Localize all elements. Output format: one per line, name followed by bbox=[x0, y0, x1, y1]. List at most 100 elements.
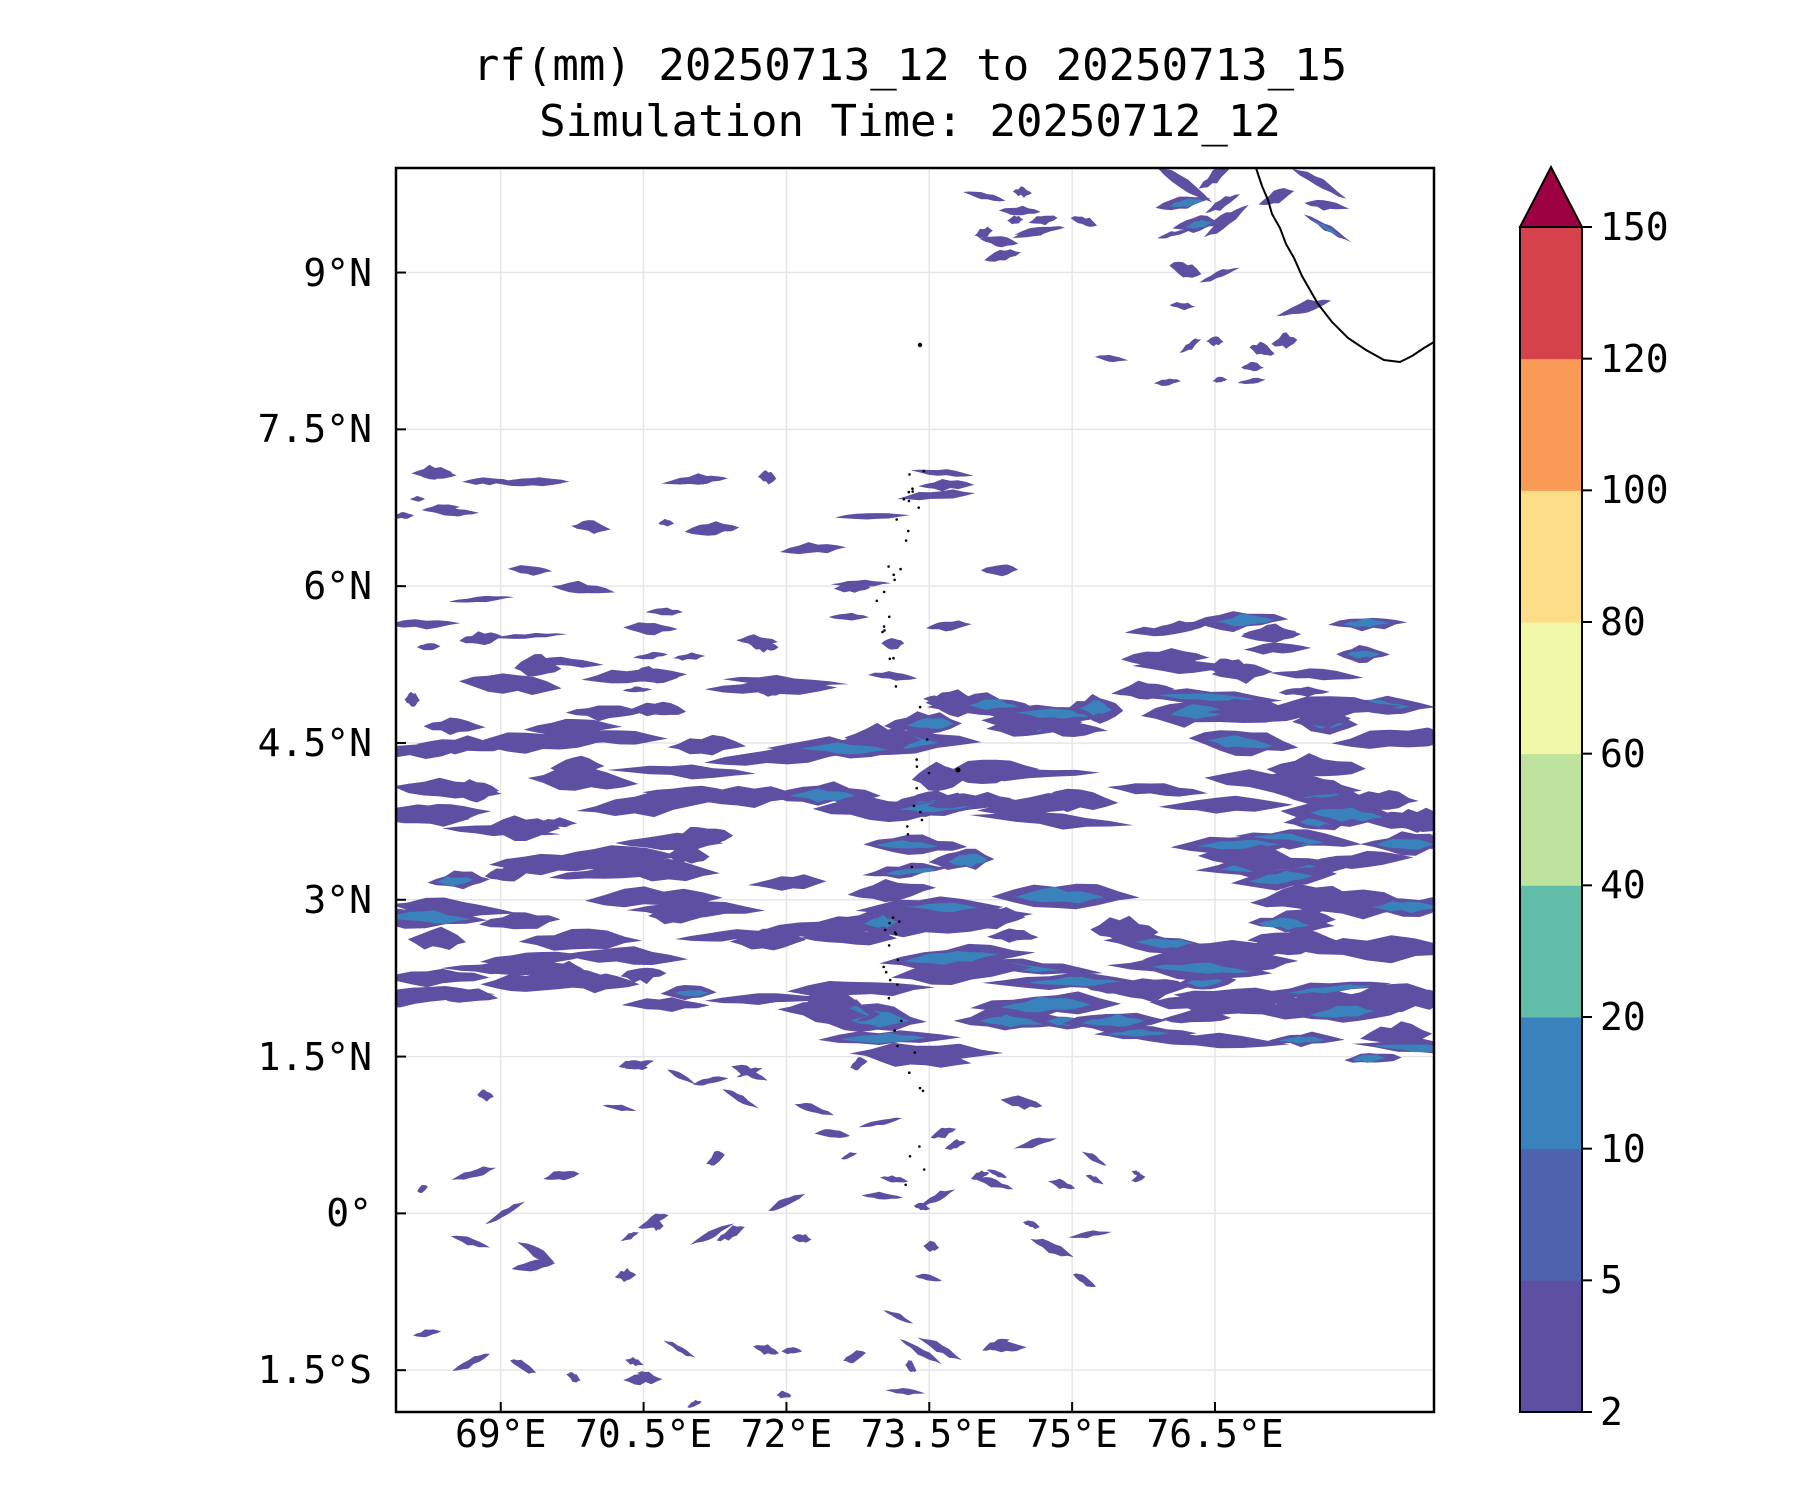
rain-cell bbox=[1304, 199, 1350, 211]
island-dot bbox=[898, 920, 901, 923]
island-dot bbox=[915, 765, 919, 768]
rain-cell bbox=[1258, 917, 1310, 931]
rain-cell bbox=[1199, 267, 1240, 283]
island-dot bbox=[896, 1044, 899, 1048]
rain-cell bbox=[1079, 700, 1112, 716]
rain-cell bbox=[667, 1069, 696, 1085]
rain-cell bbox=[930, 1127, 957, 1139]
rain-cell bbox=[536, 817, 578, 828]
island-dot bbox=[913, 1051, 917, 1054]
rain-cell bbox=[1107, 978, 1190, 1003]
rain-cell bbox=[448, 595, 515, 603]
rain-cell bbox=[667, 734, 747, 756]
island-dot bbox=[883, 629, 886, 632]
y-tick-label: 9°N bbox=[303, 250, 372, 295]
island-dot bbox=[893, 1029, 896, 1032]
island-dot bbox=[915, 786, 918, 790]
rain-cell bbox=[914, 1273, 942, 1282]
rain-cell bbox=[1081, 1151, 1107, 1166]
rain-cell bbox=[451, 1166, 497, 1180]
rain-cell bbox=[1241, 623, 1302, 643]
rain-cell bbox=[407, 926, 467, 950]
island-dot bbox=[922, 469, 926, 473]
rain-cell bbox=[493, 632, 568, 639]
rain-cell bbox=[624, 1357, 644, 1367]
y-tick-label: 7.5°N bbox=[257, 407, 372, 452]
rain-cell bbox=[607, 764, 756, 780]
rain-cell bbox=[768, 1194, 805, 1211]
rain-cell bbox=[1204, 769, 1362, 800]
rain-cell bbox=[614, 1268, 637, 1282]
rain-cell bbox=[684, 521, 740, 536]
rain-cell bbox=[786, 981, 935, 997]
y-tick-label: 1.5°N bbox=[257, 1034, 372, 1079]
rain-cell bbox=[1250, 884, 1366, 914]
rain-cell bbox=[794, 1102, 834, 1116]
rain-cell bbox=[396, 512, 414, 519]
island-dot bbox=[904, 1183, 907, 1187]
rain-cell bbox=[1016, 708, 1100, 719]
rain-cell bbox=[883, 1310, 914, 1324]
rain-cell bbox=[581, 668, 688, 684]
colorbar-segment bbox=[1520, 885, 1582, 1018]
rain-cell bbox=[642, 785, 746, 800]
rain-cell bbox=[396, 968, 490, 988]
island-dot bbox=[888, 978, 892, 982]
colorbar-tick-label: 5 bbox=[1600, 1258, 1623, 1303]
rain-cell bbox=[1283, 699, 1352, 722]
rain-cell bbox=[1157, 168, 1213, 203]
colorbar-tick-label: 100 bbox=[1600, 468, 1669, 513]
rain-cell bbox=[944, 1139, 966, 1150]
rain-cell bbox=[1111, 680, 1175, 700]
rain-cell bbox=[1016, 887, 1105, 904]
y-tick-label: 4.5°N bbox=[257, 720, 372, 765]
rain-cell bbox=[620, 967, 667, 985]
rain-cell bbox=[1000, 1095, 1043, 1110]
rain-cell bbox=[980, 564, 1019, 577]
rain-cell bbox=[518, 928, 643, 951]
rain-cell bbox=[814, 1129, 851, 1138]
axis-ticks bbox=[396, 271, 1216, 1412]
rain-cell bbox=[1072, 1273, 1097, 1287]
island-dot bbox=[911, 487, 914, 491]
rain-cell bbox=[450, 1235, 491, 1248]
rain-cell bbox=[1014, 226, 1066, 236]
rain-cell bbox=[1094, 354, 1129, 362]
rain-cell bbox=[620, 1231, 639, 1242]
rain-cell bbox=[622, 686, 652, 693]
rain-cell bbox=[550, 755, 605, 780]
rain-cell bbox=[864, 1049, 972, 1068]
rain-cell bbox=[706, 1150, 725, 1166]
rain-cell bbox=[1205, 194, 1241, 214]
colorbar-frame bbox=[1519, 226, 1583, 1413]
coastline bbox=[1255, 168, 1434, 364]
rain-cell bbox=[1158, 620, 1208, 633]
rain-cell bbox=[687, 1399, 702, 1408]
rain-cell bbox=[1028, 215, 1058, 226]
rain-cell bbox=[1376, 838, 1434, 850]
rain-cell bbox=[781, 1347, 803, 1355]
island-dot bbox=[922, 1168, 926, 1171]
island-dot bbox=[900, 1019, 903, 1023]
island-dot bbox=[896, 958, 900, 962]
island-dot bbox=[906, 825, 909, 828]
island-outlines bbox=[875, 342, 961, 1187]
rain-cell bbox=[753, 1344, 779, 1355]
island-dot bbox=[919, 810, 922, 814]
rain-cell bbox=[1090, 915, 1159, 945]
rain-cell bbox=[926, 791, 1012, 809]
island-dot bbox=[908, 1155, 912, 1158]
rain-cell bbox=[1360, 1021, 1433, 1048]
rain-cell bbox=[800, 742, 889, 755]
rain-cell bbox=[1169, 198, 1203, 207]
rain-cell bbox=[510, 1359, 537, 1374]
island-dot bbox=[907, 529, 910, 533]
rain-cell bbox=[1347, 650, 1380, 659]
rain-cell bbox=[479, 912, 561, 930]
rain-cell bbox=[663, 1340, 696, 1358]
rain-cell bbox=[527, 967, 605, 985]
rain-cell bbox=[1085, 1174, 1104, 1185]
rain-cell bbox=[843, 1350, 866, 1364]
rain-cell bbox=[1048, 1178, 1076, 1190]
rain-cell bbox=[618, 1060, 642, 1069]
